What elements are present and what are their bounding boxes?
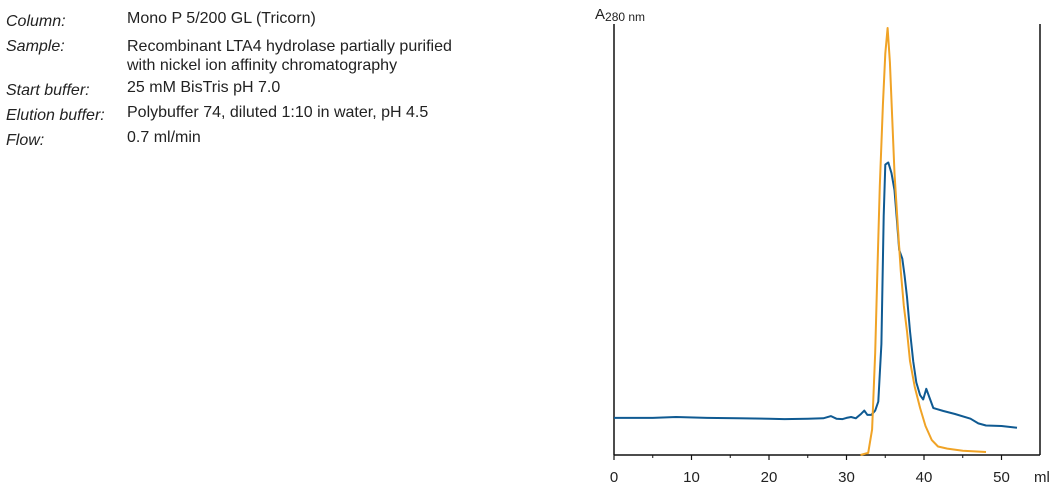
info-value-line: 25 mM BisTris pH 7.0: [127, 79, 281, 96]
info-row: Elution buffer: Polybuffer 74, diluted 1:…: [6, 103, 452, 128]
info-row: Column: Mono P 5/200 GL (Tricorn): [6, 9, 452, 34]
x-tick-label: 30: [838, 469, 855, 486]
y-axis-label-sub: 280 nm: [605, 10, 645, 24]
info-value-line: with nickel ion affinity chromatography: [127, 57, 398, 74]
y-axis-label-main: A: [595, 6, 605, 23]
info-value-line: Recombinant LTA4 hydrolase partially pur…: [127, 38, 452, 55]
info-value: Mono P 5/200 GL (Tricorn): [127, 9, 316, 34]
x-tick-label: 20: [761, 469, 778, 486]
x-tick-label: 40: [916, 469, 933, 486]
info-label: Start buffer:: [6, 82, 90, 99]
chart-series: [614, 27, 1018, 456]
x-axis-label: ml: [1034, 469, 1050, 486]
x-axis-ticks: 0 10 20 30 40 50: [610, 455, 1010, 486]
y-axis-label: A280 nm: [595, 6, 645, 24]
info-label: Flow:: [6, 132, 45, 149]
info-value: Polybuffer 74, diluted 1:10 in water, pH…: [127, 103, 428, 128]
info-value-line: Polybuffer 74, diluted 1:10 in water, pH…: [127, 104, 429, 121]
info-value: Recombinant LTA4 hydrolase partially pur…: [127, 37, 452, 75]
x-tick-label: 50: [993, 469, 1010, 486]
info-value-line: Mono P 5/200 GL (Tricorn): [127, 10, 316, 27]
info-value: 25 mM BisTris pH 7.0: [127, 78, 280, 103]
info-value: 0.7 ml/min: [127, 128, 201, 153]
info-row: Flow: 0.7 ml/min: [6, 128, 452, 153]
x-tick-label: 10: [683, 469, 700, 486]
method-info-block: Column: Mono P 5/200 GL (Tricorn) Sample: R…: [6, 9, 452, 153]
x-tick-label: 0: [610, 469, 618, 486]
info-value-line: 0.7 ml/min: [127, 129, 201, 146]
series-line-blue: [614, 161, 1018, 429]
chart-axes: [613, 24, 1041, 456]
info-label: Column:: [6, 13, 66, 30]
info-row: Start buffer: 25 mM BisTris pH 7.0: [6, 78, 452, 103]
info-label: Elution buffer:: [6, 107, 105, 124]
info-row: Sample: Recombinant LTA4 hydrolase partia…: [6, 37, 452, 75]
info-label: Sample:: [6, 38, 65, 55]
series-line-orange: [860, 27, 987, 456]
